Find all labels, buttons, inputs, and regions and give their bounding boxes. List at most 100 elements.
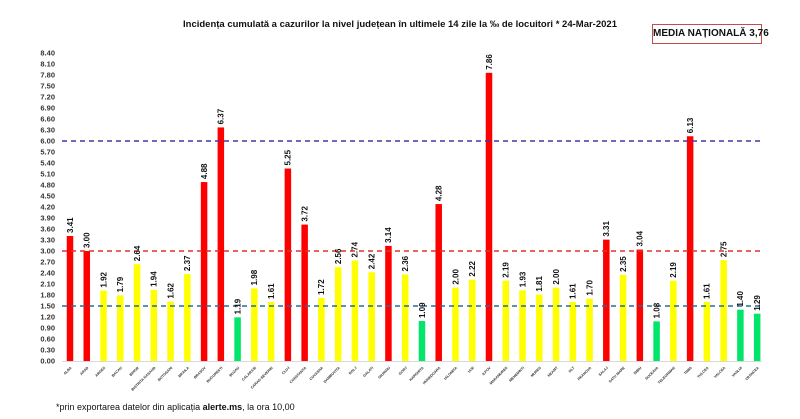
y-tick-label: 8.10 (40, 60, 55, 69)
y-tick-label: 4.50 (40, 192, 55, 201)
category-label: IALOMITA (443, 366, 458, 381)
bar (334, 267, 342, 361)
category-label: SUCEAVA (644, 366, 659, 381)
bar (636, 249, 644, 361)
y-tick-label: 5.40 (40, 159, 55, 168)
bar (703, 301, 711, 361)
bar (737, 309, 744, 361)
value-label: 5.25 (284, 149, 293, 165)
y-tick-label: 6.30 (40, 126, 55, 135)
value-label: 1.81 (535, 276, 544, 292)
category-label: TULCEA (696, 366, 709, 379)
y-tick-label: 0.60 (40, 335, 55, 344)
value-label: 1.40 (736, 291, 745, 307)
value-label: 1.93 (518, 271, 527, 287)
bar (603, 239, 610, 361)
value-label: 2.36 (401, 255, 410, 271)
bar (66, 235, 74, 361)
category-label: IASI (467, 366, 475, 374)
bar (485, 72, 493, 362)
value-label: 1.70 (585, 280, 594, 296)
value-label: 1.62 (166, 282, 175, 298)
category-label: MARAMURES (489, 365, 509, 385)
category-label: ILFOV (481, 365, 492, 376)
bar (217, 127, 225, 361)
bar (468, 279, 476, 361)
y-tick-label: 1.20 (40, 313, 55, 322)
category-label: CONSTANTA (289, 366, 308, 385)
bar (653, 321, 660, 361)
y-tick-label: 3.60 (40, 225, 55, 234)
y-tick-label: 3.00 (40, 247, 55, 256)
category-label: COVASNA (309, 366, 325, 382)
value-label: 1.98 (250, 269, 259, 285)
category-label: ARAD (79, 366, 89, 376)
category-label: BACAU (111, 366, 123, 378)
y-tick-label: 2.10 (40, 280, 55, 289)
category-label: CALARASI (241, 366, 257, 382)
value-label: 2.42 (367, 253, 376, 269)
category-label: TIMIS (683, 365, 693, 375)
value-label: 2.56 (334, 248, 343, 264)
y-tick-label: 0.00 (40, 357, 55, 366)
bar (368, 272, 375, 361)
bar (670, 280, 677, 361)
value-label: 2.19 (502, 262, 511, 278)
national-average-box: MEDIA NAȚIONALĂ 3,76 (652, 24, 769, 44)
footnote-suffix: , la ora 10,00 (242, 402, 295, 412)
category-label: ARGES (94, 365, 106, 377)
category-label: VALCEA (713, 366, 726, 379)
footnote: *prin exportarea datelor din aplicația a… (56, 402, 295, 412)
category-label: VASLUI (731, 366, 743, 378)
value-label: 1.19 (233, 298, 242, 314)
bar (435, 204, 442, 361)
category-label: SALAJ (598, 366, 609, 377)
value-label: 3.31 (602, 221, 611, 237)
bar (83, 251, 91, 361)
value-label: 2.19 (669, 262, 678, 278)
category-label: BRASOV (193, 365, 207, 379)
value-label: 2.35 (619, 256, 628, 272)
value-label: 1.72 (317, 279, 326, 295)
value-label: 3.14 (384, 227, 393, 243)
category-label: GALATI (362, 366, 374, 378)
bar (536, 294, 543, 361)
value-label: 3.04 (636, 230, 645, 246)
bar (401, 274, 409, 361)
y-tick-label: 2.40 (40, 269, 55, 278)
category-label: BRAILA (178, 366, 191, 379)
value-label: 3.41 (66, 217, 75, 233)
category-label: MURES (530, 365, 542, 377)
category-label: ALBA (63, 366, 73, 376)
value-label: 2.22 (468, 260, 477, 276)
bar (301, 224, 308, 361)
y-tick-label: 3.30 (40, 236, 55, 245)
category-label: BUZAU (229, 366, 241, 378)
bar (552, 287, 560, 361)
category-label: BUCURESTI (206, 366, 224, 384)
value-label: 2.64 (133, 245, 142, 261)
bar (418, 321, 426, 361)
bar (720, 260, 727, 361)
bar (133, 264, 141, 361)
bar (117, 295, 124, 361)
category-label: CLUJ (281, 366, 290, 375)
value-label: 1.08 (652, 302, 661, 318)
value-label: 7.86 (485, 54, 494, 70)
y-tick-label: 7.20 (40, 93, 55, 102)
bar (251, 288, 258, 361)
value-label: 1.61 (569, 283, 578, 299)
value-labels: 3.41 3.00 1.92 1.79 2.64 1.94 1.62 2.37 4.88 6.37… (66, 54, 762, 319)
bar (619, 274, 627, 361)
bar (150, 289, 158, 361)
y-tick-label: 1.80 (40, 291, 55, 300)
category-label: BOTOSANI (157, 366, 173, 382)
value-label: 2.75 (719, 241, 728, 257)
threshold-lines (62, 140, 762, 307)
category-label: OLT (568, 365, 576, 373)
y-tick-label: 5.70 (40, 148, 55, 157)
value-label: 1.61 (703, 283, 712, 299)
y-tick-label: 4.20 (40, 203, 55, 212)
footnote-app-name: alerte.ms (202, 402, 243, 412)
